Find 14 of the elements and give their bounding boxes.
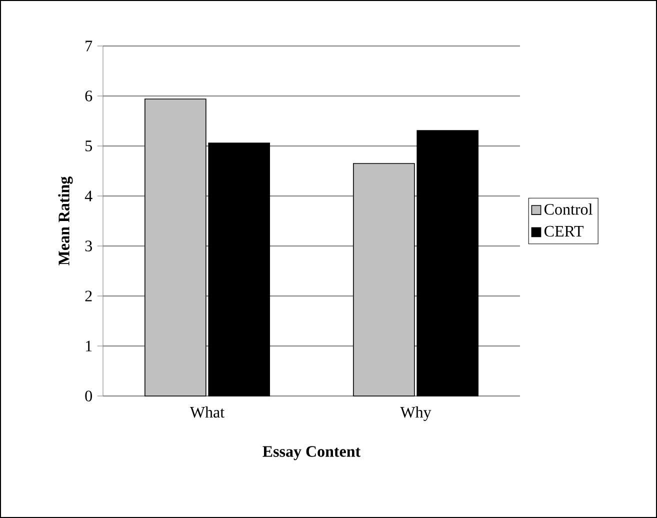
- x-tick-label: Why: [400, 406, 432, 421]
- y-tick-label: 1: [86, 340, 92, 352]
- y-tick-label: 7: [86, 40, 92, 52]
- legend-label: Control: [544, 203, 592, 215]
- y-tick-label: 5: [86, 140, 92, 152]
- x-axis-title: Essay Content: [262, 446, 361, 460]
- y-axis-title: Mean Rating: [58, 176, 73, 266]
- y-tick-label: 2: [85, 290, 92, 302]
- y-tick-label: 6: [85, 90, 92, 102]
- y-tick-label: 4: [84, 190, 92, 202]
- y-tick-label: 0: [85, 390, 92, 402]
- y-tick-label: 3: [85, 240, 92, 252]
- legend-label: CERT: [544, 226, 584, 237]
- x-tick-label: What: [190, 406, 224, 418]
